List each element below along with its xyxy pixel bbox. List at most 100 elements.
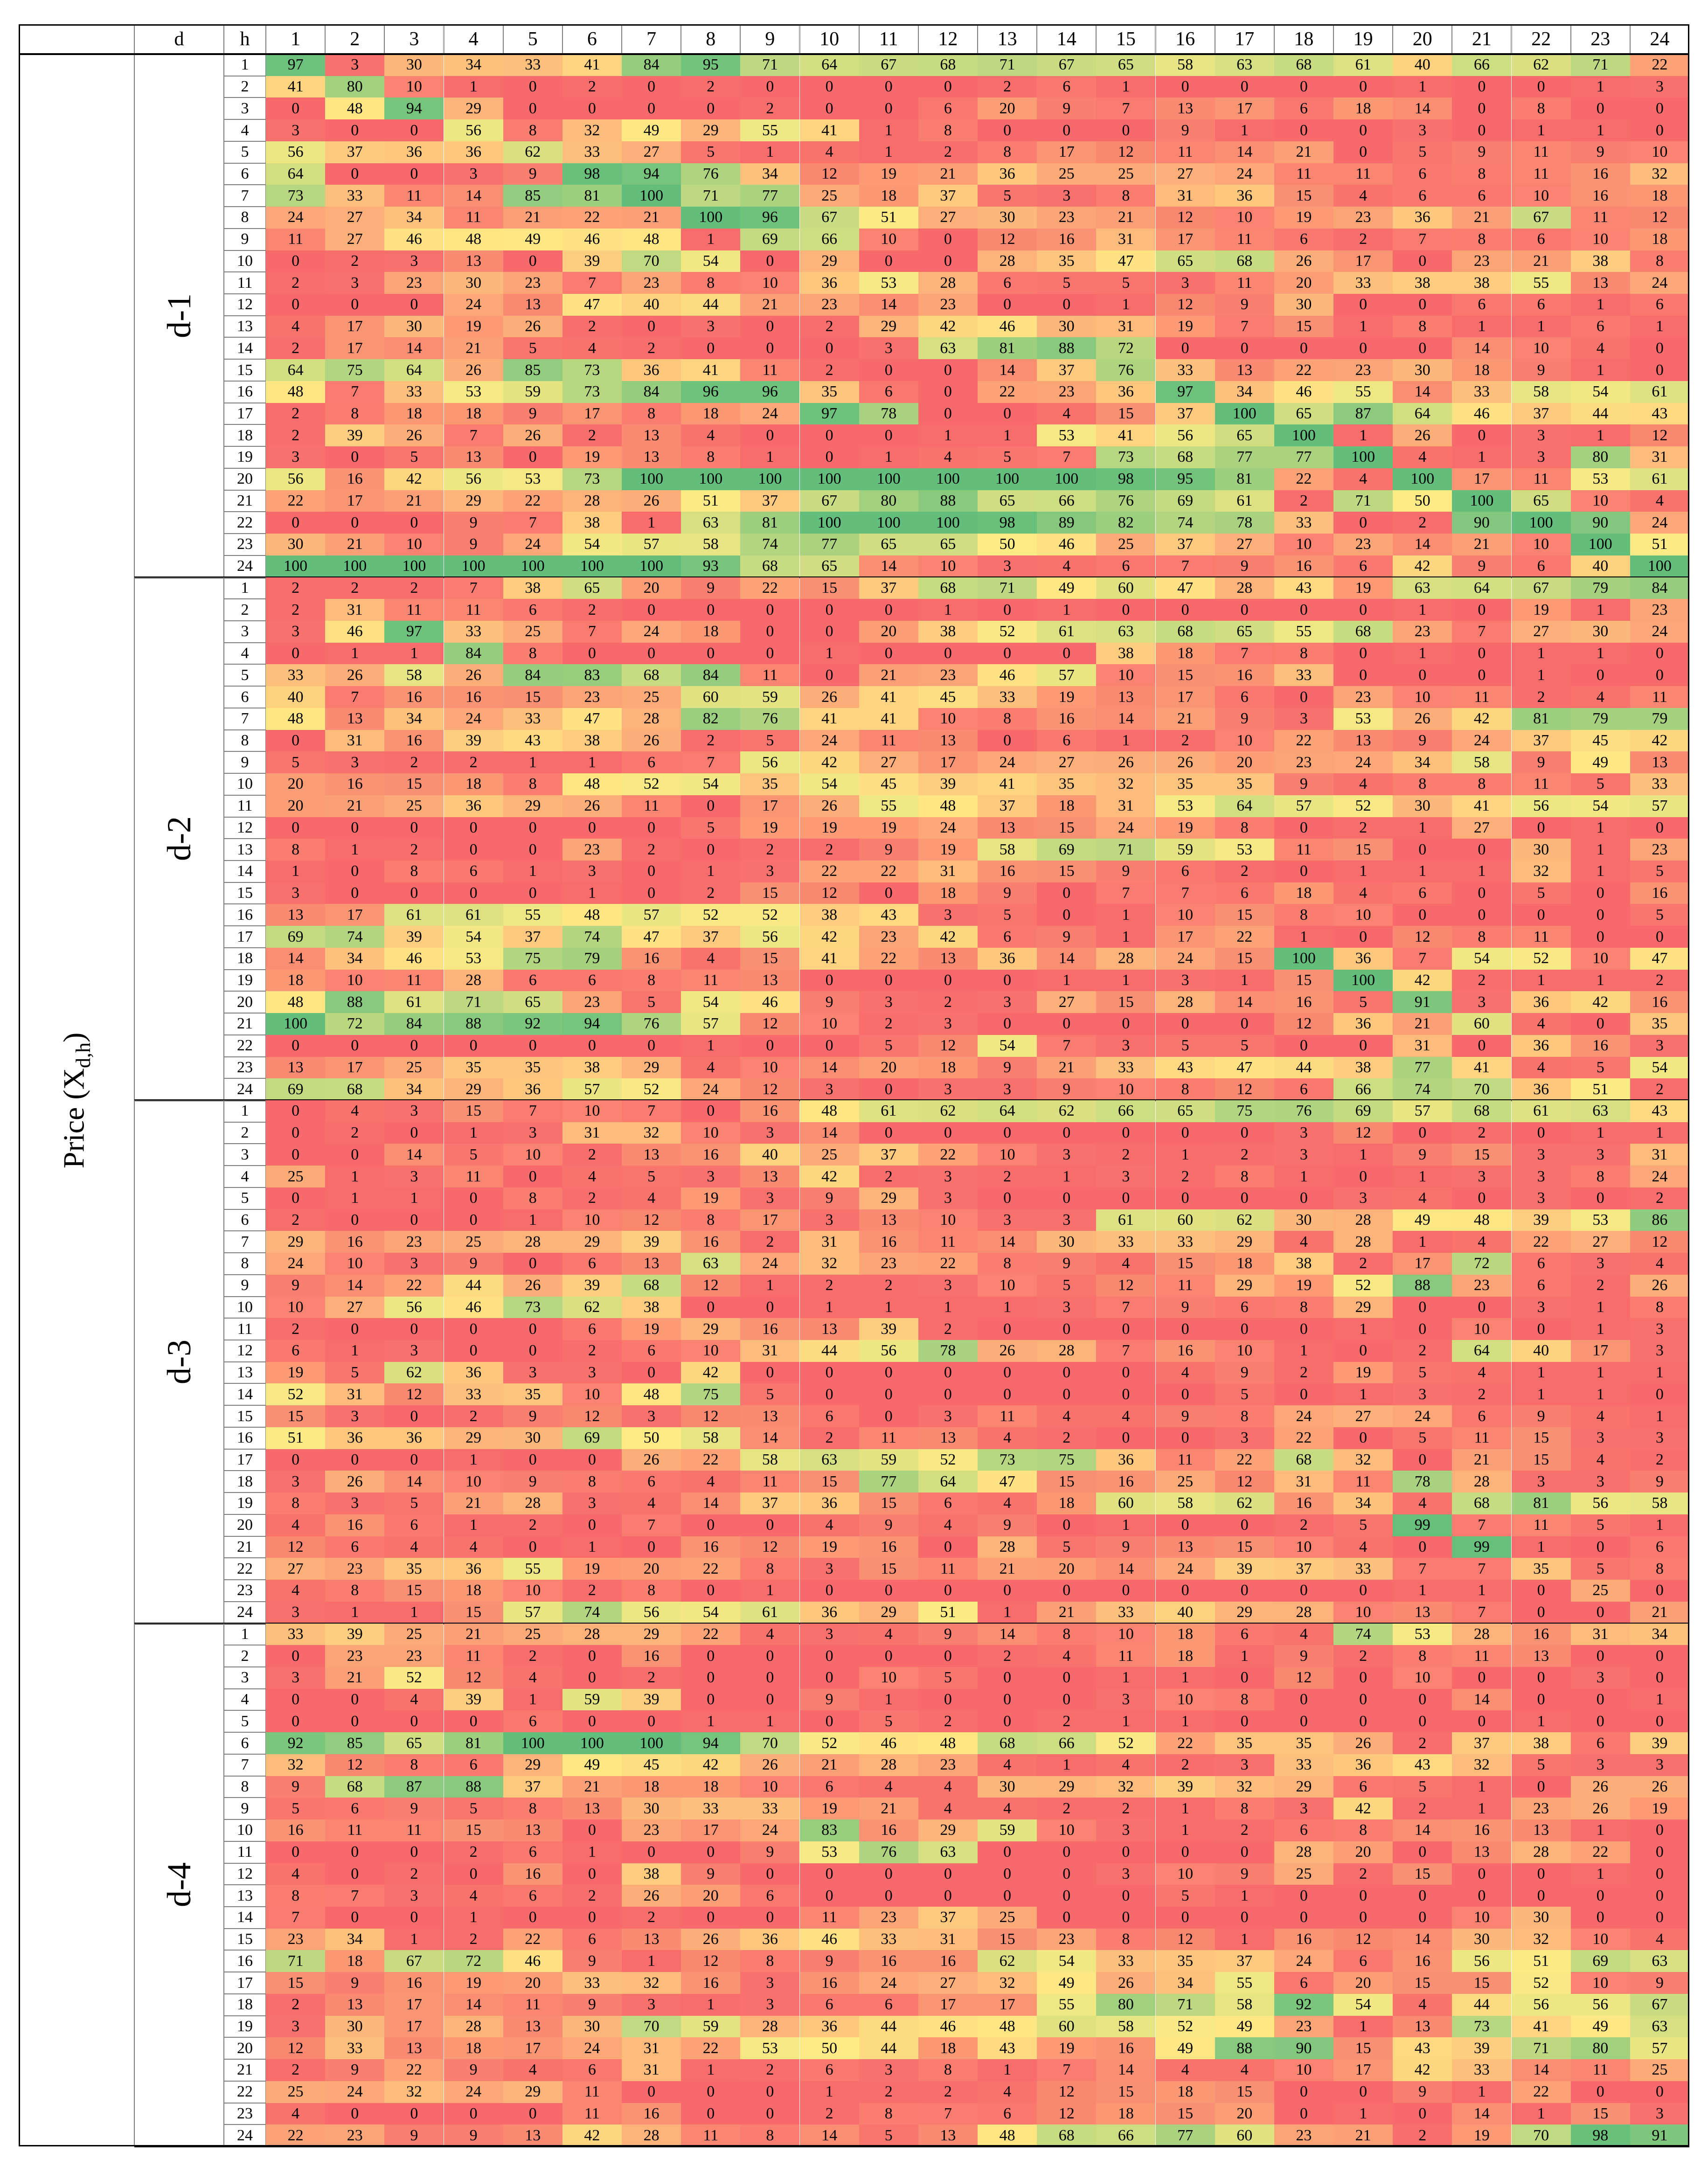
heatmap-cell: 46 — [1274, 381, 1333, 403]
heatmap-cell: 13 — [1511, 1645, 1571, 1667]
heatmap-cell: 21 — [1333, 2124, 1393, 2146]
heatmap-cell: 22 — [1274, 468, 1333, 490]
heatmap-cell: 0 — [503, 1318, 562, 1340]
heatmap-cell: 24 — [1155, 947, 1215, 970]
heatmap-cell: 0 — [1155, 337, 1215, 360]
hour-label-cell: 3 — [224, 97, 266, 120]
heatmap-cell: 0 — [622, 315, 681, 338]
heatmap-cell: 19 — [1155, 817, 1215, 839]
heatmap-cell: 0 — [681, 1514, 741, 1536]
heatmap-cell: 2 — [1037, 1710, 1097, 1733]
heatmap-cell: 3 — [1570, 1427, 1630, 1449]
heatmap-cell: 21 — [325, 534, 385, 555]
heatmap-cell: 31 — [1630, 446, 1689, 468]
heatmap-cell: 21 — [444, 1493, 503, 1514]
heatmap-cell: 0 — [325, 1034, 385, 1057]
heatmap-cell: 42 — [799, 1166, 859, 1187]
heatmap-cell: 0 — [1274, 2103, 1333, 2125]
heatmap-cell: 0 — [622, 1841, 681, 1863]
heatmap-cell: 0 — [918, 1122, 978, 1144]
heatmap-cell: 0 — [978, 1863, 1037, 1885]
hour-label-cell: 22 — [224, 2081, 266, 2103]
heatmap-cell: 6 — [622, 1471, 681, 1493]
heatmap-cell: 3 — [978, 1078, 1037, 1100]
heatmap-cell: 3 — [740, 1972, 800, 1994]
heatmap-cell: 21 — [859, 664, 918, 687]
heatmap-cell: 30 — [444, 272, 503, 294]
heatmap-cell: 9 — [799, 1187, 859, 1209]
heatmap-cell: 7 — [562, 620, 622, 643]
heatmap-cell: 100 — [740, 468, 800, 490]
heatmap-cell: 0 — [681, 337, 741, 360]
heatmap-cell: 18 — [681, 1776, 741, 1798]
heatmap-cell: 2 — [503, 1514, 562, 1536]
heatmap-cell: 0 — [1155, 599, 1215, 621]
heatmap-cell: 0 — [384, 1034, 444, 1057]
heatmap-cell: 1 — [1452, 446, 1512, 468]
heatmap-cell: 62 — [918, 1100, 978, 1122]
heatmap-cell: 32 — [1215, 1776, 1274, 1798]
heatmap-cell: 63 — [918, 1841, 978, 1863]
hour-label-cell: 9 — [224, 1274, 266, 1297]
heatmap-cell: 22 — [1155, 1732, 1215, 1754]
heatmap-cell: 9 — [799, 1688, 859, 1711]
heatmap-cell: 53 — [1570, 468, 1630, 490]
heatmap-cell: 0 — [562, 1449, 622, 1471]
heatmap-cell: 56 — [740, 751, 800, 774]
heatmap-cell: 12 — [1155, 1928, 1215, 1951]
heatmap-cell: 32 — [1511, 1928, 1571, 1951]
heatmap-cell: 7 — [1037, 2059, 1097, 2081]
heatmap-cell: 0 — [918, 1688, 978, 1711]
heatmap-cell: 0 — [1274, 1710, 1333, 1733]
heatmap-cell: 66 — [1037, 490, 1097, 512]
heatmap-cell: 5 — [384, 1493, 444, 1514]
heatmap-cell: 2 — [1155, 1754, 1215, 1776]
heatmap-cell: 48 — [799, 1100, 859, 1122]
heatmap-cell: 9 — [1274, 773, 1333, 795]
heatmap-cell: 6 — [562, 1253, 622, 1275]
heatmap-cell: 14 — [799, 1056, 859, 1079]
heatmap-cell: 48 — [978, 2015, 1037, 2038]
heatmap-cell: 47 — [1155, 577, 1215, 599]
heatmap-cell: 9 — [444, 1253, 503, 1275]
heatmap-cell: 60 — [1155, 1209, 1215, 1231]
heatmap-cell: 4 — [1037, 403, 1097, 425]
heatmap-cell: 0 — [503, 1034, 562, 1057]
heatmap-cell: 85 — [503, 359, 562, 381]
heatmap-cell: 24 — [1630, 1166, 1689, 1187]
heatmap-cell: 25 — [1630, 2059, 1689, 2081]
column-header-19: 19 — [1333, 24, 1393, 54]
heatmap-cell: 11 — [325, 1819, 385, 1841]
heatmap-cell: 0 — [681, 2103, 741, 2125]
heatmap-cell: 11 — [1155, 1274, 1215, 1297]
heatmap-cell: 4 — [1037, 1645, 1097, 1667]
heatmap-cell: 0 — [1274, 2081, 1333, 2103]
heatmap-cell: 66 — [1037, 1732, 1097, 1754]
heatmap-cell: 18 — [444, 403, 503, 425]
heatmap-cell: 26 — [325, 1471, 385, 1493]
heatmap-cell: 7 — [1393, 947, 1452, 970]
heatmap-cell: 5 — [1570, 773, 1630, 795]
heatmap-cell: 1 — [325, 642, 385, 665]
heatmap-cell: 26 — [622, 490, 681, 512]
heatmap-cell: 0 — [1037, 882, 1097, 904]
heatmap-cell: 24 — [681, 1078, 741, 1100]
heatmap-cell: 26 — [503, 424, 562, 447]
heatmap-cell: 64 — [1452, 577, 1512, 599]
heatmap-cell: 15 — [1511, 1449, 1571, 1471]
heatmap-cell: 12 — [1037, 2081, 1097, 2103]
heatmap-cell: 41 — [1511, 2015, 1571, 2038]
heatmap-cell: 3 — [1630, 1318, 1689, 1340]
heatmap-cell: 1 — [1570, 839, 1630, 861]
heatmap-cell: 38 — [562, 512, 622, 534]
heatmap-cell: 33 — [1274, 664, 1333, 687]
heatmap-cell: 28 — [1155, 991, 1215, 1014]
heatmap-cell: 0 — [740, 1906, 800, 1929]
heatmap-cell: 12 — [562, 1405, 622, 1427]
heatmap-cell: 0 — [740, 1645, 800, 1667]
heatmap-cell: 8 — [918, 119, 978, 141]
heatmap-cell: 24 — [562, 2037, 622, 2060]
heatmap-cell: 33 — [325, 2037, 385, 2060]
heatmap-cell: 28 — [444, 969, 503, 992]
heatmap-cell: 67 — [1037, 54, 1097, 76]
